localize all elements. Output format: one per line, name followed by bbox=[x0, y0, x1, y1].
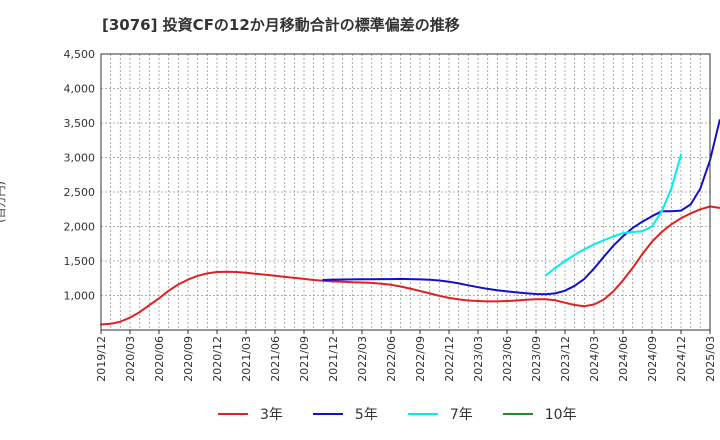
x-tick-label: 2020/03 bbox=[124, 336, 137, 382]
legend-swatch bbox=[502, 413, 533, 415]
x-tick-label: 2021/06 bbox=[269, 336, 282, 382]
x-tick-label: 2024/12 bbox=[675, 336, 688, 382]
legend: 3年 5年 7年 10年 bbox=[218, 402, 607, 426]
legend-swatch bbox=[218, 413, 248, 415]
legend-item-0: 3年 bbox=[218, 404, 283, 424]
legend-label: 5年 bbox=[354, 407, 378, 423]
x-tick-label: 2024/03 bbox=[588, 336, 601, 382]
x-tick-label: 2021/12 bbox=[327, 336, 340, 382]
x-tick-label: 2020/09 bbox=[182, 336, 195, 382]
plot-frame bbox=[100, 53, 711, 331]
y-tick-label: 1,500 bbox=[64, 255, 96, 268]
y-tick-label: 2,500 bbox=[64, 186, 96, 199]
legend-swatch bbox=[312, 413, 343, 415]
series-line-2 bbox=[544, 153, 682, 277]
y-tick-label: 2,000 bbox=[64, 221, 96, 234]
series-line-1 bbox=[322, 119, 720, 296]
legend-label: 3年 bbox=[260, 407, 283, 423]
x-tick-label: 2023/06 bbox=[501, 336, 514, 382]
x-tick-label: 2024/09 bbox=[646, 336, 659, 382]
legend-item-2: 7年 bbox=[407, 404, 473, 424]
legend-swatch bbox=[407, 413, 438, 415]
x-tick-label: 2022/09 bbox=[414, 336, 427, 382]
y-tick-label: 4,500 bbox=[64, 48, 96, 61]
y-tick-label: 1,000 bbox=[64, 290, 96, 303]
series-line-0 bbox=[100, 205, 720, 326]
y-tick-label: 3,000 bbox=[64, 152, 96, 165]
x-tick-label: 2025/03 bbox=[704, 336, 717, 382]
series-lines bbox=[100, 119, 720, 326]
x-tick-labels: 2019/12 2020/03 2020/06 2020/09 2020/12 2021/… bbox=[95, 330, 717, 382]
x-tick-label: 2021/03 bbox=[240, 336, 253, 382]
x-tick-label: 2024/06 bbox=[617, 336, 630, 382]
x-tick-label: 2023/12 bbox=[559, 336, 572, 382]
grid-lines bbox=[101, 53, 710, 330]
x-tick-label: 2020/12 bbox=[211, 336, 224, 382]
y-tick-label: 4,000 bbox=[64, 83, 96, 96]
x-tick-label: 2023/09 bbox=[530, 336, 543, 382]
x-tick-label: 2020/06 bbox=[153, 336, 166, 382]
x-tick-label: 2022/06 bbox=[385, 336, 398, 382]
legend-item-3: 10年 bbox=[502, 404, 577, 424]
x-tick-label: 2022/03 bbox=[356, 336, 369, 382]
chart-title: [3076] 投資CFの12か月移動合計の標準偏差の推移 bbox=[102, 16, 460, 34]
y-tick-label: 3,500 bbox=[64, 117, 96, 130]
legend-label: 10年 bbox=[544, 407, 577, 423]
legend-label: 7年 bbox=[449, 407, 473, 423]
x-tick-label: 2019/12 bbox=[95, 336, 108, 382]
x-tick-label: 2021/09 bbox=[298, 336, 311, 382]
x-tick-label: 2023/03 bbox=[472, 336, 485, 382]
y-tick-labels: 1,000 1,500 2,000 2,500 3,000 3,500 4,000 4,500 bbox=[64, 48, 96, 303]
legend-item-1: 5年 bbox=[312, 404, 378, 424]
x-tick-label: 2022/12 bbox=[443, 336, 456, 382]
